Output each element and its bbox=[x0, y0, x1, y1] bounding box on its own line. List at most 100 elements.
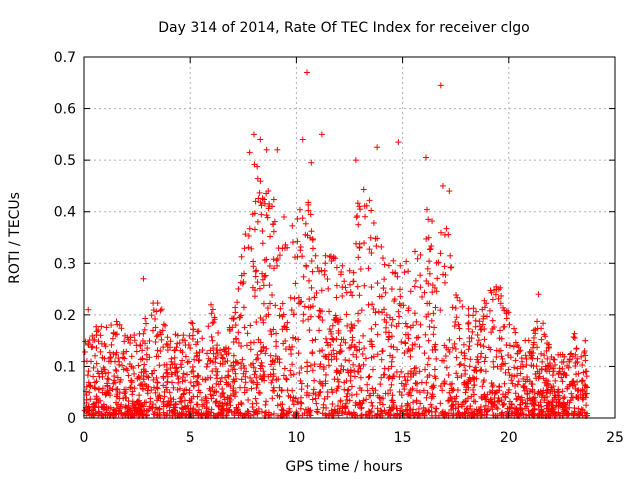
data-point bbox=[498, 353, 505, 360]
data-point bbox=[235, 401, 242, 408]
data-point bbox=[412, 277, 419, 284]
data-point bbox=[337, 397, 344, 404]
data-point bbox=[558, 359, 565, 366]
data-point bbox=[381, 371, 388, 378]
data-point bbox=[144, 390, 151, 397]
data-point bbox=[249, 404, 256, 411]
data-point bbox=[150, 376, 157, 383]
data-point bbox=[282, 346, 289, 353]
data-point bbox=[340, 336, 347, 343]
data-point bbox=[333, 294, 340, 301]
data-point bbox=[220, 389, 227, 396]
data-point bbox=[369, 403, 376, 410]
data-point bbox=[431, 343, 438, 350]
data-point bbox=[430, 331, 437, 338]
data-point bbox=[388, 333, 395, 340]
data-point bbox=[208, 395, 215, 402]
data-point bbox=[281, 365, 288, 372]
data-point bbox=[292, 335, 299, 342]
data-point bbox=[307, 304, 314, 311]
data-point bbox=[461, 355, 468, 362]
data-point bbox=[209, 368, 216, 375]
data-point bbox=[346, 281, 353, 288]
y-tick-label: 0.4 bbox=[54, 205, 76, 221]
data-point bbox=[453, 292, 460, 299]
x-tick-label: 25 bbox=[606, 430, 624, 446]
data-point bbox=[333, 264, 340, 271]
data-point bbox=[164, 379, 171, 386]
data-point bbox=[231, 315, 238, 322]
data-point bbox=[337, 342, 344, 349]
data-point bbox=[330, 347, 337, 354]
data-point bbox=[148, 387, 155, 394]
data-point bbox=[95, 327, 102, 334]
data-point bbox=[362, 213, 369, 220]
data-point bbox=[261, 273, 268, 280]
data-point bbox=[465, 312, 472, 319]
data-point bbox=[162, 322, 169, 329]
data-point bbox=[342, 356, 349, 363]
data-point bbox=[196, 349, 203, 356]
data-point bbox=[331, 316, 338, 323]
data-point bbox=[308, 159, 315, 166]
data-point bbox=[395, 320, 402, 327]
data-point bbox=[446, 389, 453, 396]
data-point bbox=[171, 354, 178, 361]
data-point bbox=[362, 355, 369, 362]
data-point bbox=[247, 322, 254, 329]
data-point bbox=[179, 357, 186, 364]
data-point bbox=[566, 381, 573, 388]
data-point bbox=[308, 228, 315, 235]
x-tick-label: 15 bbox=[394, 430, 412, 446]
data-point bbox=[390, 344, 397, 351]
data-point bbox=[517, 347, 524, 354]
data-point bbox=[566, 399, 573, 406]
data-point bbox=[411, 365, 418, 372]
data-point bbox=[85, 368, 92, 375]
data-point bbox=[455, 404, 462, 411]
data-point bbox=[172, 331, 179, 338]
data-point bbox=[154, 332, 161, 339]
data-point bbox=[414, 255, 421, 262]
data-point bbox=[529, 355, 536, 362]
data-point bbox=[339, 262, 346, 269]
data-point bbox=[316, 327, 323, 334]
data-point bbox=[290, 371, 297, 378]
data-point bbox=[498, 335, 505, 342]
data-point bbox=[429, 289, 436, 296]
data-point bbox=[160, 321, 167, 328]
data-point bbox=[112, 366, 119, 373]
data-point bbox=[490, 401, 497, 408]
data-point bbox=[498, 292, 505, 299]
data-point bbox=[209, 337, 216, 344]
data-point bbox=[234, 360, 241, 367]
data-point bbox=[481, 336, 488, 343]
data-point bbox=[476, 318, 483, 325]
data-point bbox=[439, 387, 446, 394]
data-point bbox=[280, 411, 287, 418]
data-point bbox=[259, 228, 266, 235]
data-point bbox=[313, 400, 320, 407]
data-point bbox=[219, 402, 226, 409]
data-point bbox=[195, 381, 202, 388]
data-point bbox=[238, 253, 245, 260]
data-point bbox=[501, 380, 508, 387]
data-point bbox=[223, 351, 230, 358]
data-point bbox=[273, 257, 280, 264]
data-point bbox=[348, 411, 355, 418]
data-point bbox=[192, 341, 199, 348]
data-point bbox=[467, 403, 474, 410]
data-point bbox=[556, 365, 563, 372]
data-point bbox=[324, 393, 331, 400]
data-point bbox=[427, 245, 434, 252]
data-point bbox=[314, 406, 321, 413]
data-point bbox=[447, 252, 454, 259]
data-point bbox=[338, 362, 345, 369]
data-point bbox=[129, 391, 136, 398]
data-point bbox=[368, 408, 375, 415]
data-point bbox=[143, 399, 150, 406]
data-point bbox=[237, 279, 244, 286]
data-point bbox=[368, 249, 375, 256]
data-point bbox=[161, 393, 168, 400]
data-point bbox=[235, 285, 242, 292]
